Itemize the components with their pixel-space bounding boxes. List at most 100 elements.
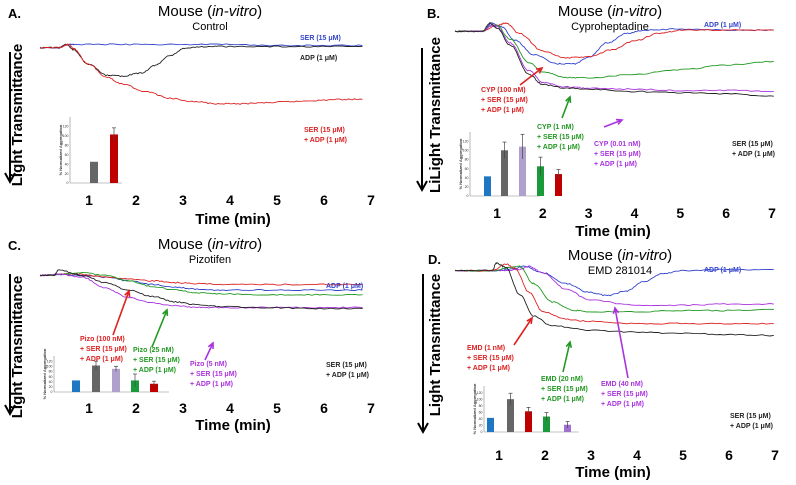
trace-annotation: SER (15 μM) <box>730 413 771 420</box>
trace-line <box>454 22 774 65</box>
annotation-arrowhead <box>124 289 131 298</box>
inset-y-label: % Normalized Aggregation <box>42 348 47 399</box>
trace-annotation: CYP (1 nM) <box>537 124 574 131</box>
trace-line <box>454 263 774 325</box>
trace-annotation: + ADP (1 μM) <box>601 401 644 408</box>
annotation-arrow <box>561 96 571 119</box>
inset-bar <box>555 174 562 196</box>
inset-y-label: % Normalized Aggregation <box>472 383 477 434</box>
inset-bar <box>519 146 526 196</box>
inset-y-tick: 0 <box>67 181 69 185</box>
trace-annotation: + ADP (1 μM) <box>541 396 584 403</box>
inset-y-tick: 60 <box>465 167 469 171</box>
title-close: ) <box>667 247 672 264</box>
trace-annotation: + SER (15 μM) <box>594 151 641 158</box>
annotation-arrow <box>151 309 168 348</box>
inset-y-label: % Normalized Aggregation <box>58 124 63 175</box>
panel-letter: C. <box>8 238 21 253</box>
trace-annotation: SER (15 μM) <box>300 35 341 42</box>
x-tick-label: 7 <box>768 205 776 221</box>
annotation-arrowhead <box>612 306 620 314</box>
y-axis-arrowhead <box>417 422 429 435</box>
trace-line <box>454 22 774 97</box>
x-tick-label: 1 <box>493 205 501 221</box>
trace-line <box>40 43 363 78</box>
trace-annotation: + SER (15 μM) <box>481 97 528 104</box>
inset-bar <box>543 416 550 432</box>
trace-annotation: ADP (1 μM) <box>300 55 337 62</box>
trace-annotation: + ADP (1 μM) <box>304 137 347 144</box>
trace-line <box>454 261 774 337</box>
inset-bar <box>484 176 491 196</box>
y-axis-arrowhead <box>4 172 16 185</box>
trace-annotation: Pizo (5 nM) <box>190 361 227 368</box>
trace-line <box>39 272 363 296</box>
x-tick-label: 2 <box>539 205 547 221</box>
chart-subtitle: Control <box>192 21 227 33</box>
trace-annotation: Pizo (25 nM) <box>133 347 174 354</box>
trace-annotation: Pizo (100 nM) <box>80 336 125 343</box>
inset-bar <box>507 399 514 432</box>
x-tick-label: 5 <box>676 205 684 221</box>
inset-y-tick: 100 <box>63 134 69 138</box>
title-species: Mouse ( <box>158 3 212 20</box>
inset-bar <box>487 417 494 432</box>
trace-annotation: + SER (15 μM) <box>537 134 584 141</box>
trace-line <box>39 43 363 105</box>
chart-title: Mouse (in-vitro) <box>568 247 672 264</box>
annotation-arrowhead <box>535 66 544 74</box>
x-axis-label: Time (min) <box>575 223 651 240</box>
inset-y-tick: 60 <box>65 153 69 157</box>
title-italic: in-vitro <box>612 3 657 20</box>
chart-title: Mouse (in-vitro) <box>158 236 262 253</box>
inset-bar <box>564 424 571 432</box>
x-tick-label: 6 <box>725 447 733 463</box>
x-tick-label: 5 <box>273 192 281 208</box>
trace-line <box>39 273 363 309</box>
trace-annotation: EMD (40 nM) <box>601 381 643 388</box>
inset-y-tick: 120 <box>47 359 53 363</box>
x-tick-label: 3 <box>587 447 595 463</box>
inset-y-tick: 40 <box>465 176 469 180</box>
x-axis-label: Time (min) <box>575 464 651 481</box>
inset-y-tick: 60 <box>49 375 53 379</box>
y-axis-label: Light Transmittance <box>427 274 444 417</box>
annotation-arrowhead <box>207 341 214 350</box>
inset-bar <box>537 166 544 196</box>
trace-line <box>39 269 363 310</box>
inset-y-tick: 20 <box>49 385 53 389</box>
annotation-arrowhead <box>615 118 624 125</box>
annotation-arrow <box>603 119 623 128</box>
trace-annotation: + ADP (1 μM) <box>730 423 773 430</box>
x-tick-label: 1 <box>85 400 93 416</box>
trace-annotation: + ADP (1 μM) <box>537 144 580 151</box>
inset-y-tick: 120 <box>477 391 483 395</box>
y-axis-arrowhead <box>4 404 16 417</box>
inset-y-tick: 60 <box>479 410 483 414</box>
trace-annotation: + ADP (1 μM) <box>732 151 775 158</box>
inset-y-tick: 0 <box>467 194 469 198</box>
trace-annotation: ADP (1 μM) <box>704 267 741 274</box>
x-tick-label: 7 <box>367 192 375 208</box>
annotation-arrow <box>562 341 571 373</box>
inset-bar <box>112 368 120 392</box>
trace-line <box>39 273 363 292</box>
title-italic: in-vitro <box>212 236 257 253</box>
title-close: ) <box>257 236 262 253</box>
inset-y-tick: 40 <box>479 417 483 421</box>
trace-annotation: + ADP (1 μM) <box>190 381 233 388</box>
inset-bar <box>72 380 80 392</box>
chart-subtitle: EMD 281014 <box>588 265 652 277</box>
annotation-arrow <box>513 317 533 346</box>
inset-y-tick: 100 <box>477 397 483 401</box>
title-species: Mouse ( <box>568 247 622 264</box>
inset-y-tick: 80 <box>65 143 69 147</box>
title-close: ) <box>657 3 662 20</box>
x-tick-label: 5 <box>273 400 281 416</box>
